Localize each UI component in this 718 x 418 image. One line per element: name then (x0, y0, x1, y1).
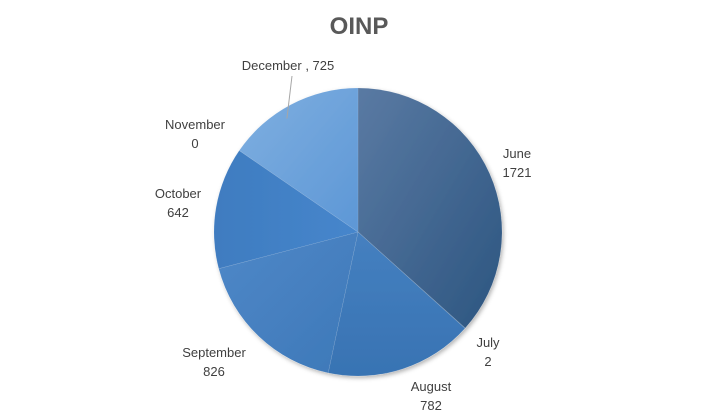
data-label-september: September 826 (182, 345, 246, 379)
leader-lines (286, 75, 293, 119)
data-label-july: July 2 (476, 335, 500, 369)
data-label-june: June 1721 (503, 146, 532, 180)
data-label-december: December , 725 (242, 58, 335, 73)
chart-title: OINP (330, 13, 389, 40)
pie-slice-june (357, 87, 503, 329)
pie-slice-october (213, 150, 359, 270)
data-label-october: October 642 (155, 186, 202, 220)
data-labels: June 1721 July 2 August 782 September 826 Octobe… (155, 58, 532, 413)
data-label-august: August 782 (411, 379, 452, 413)
pie-slice-december (238, 87, 359, 233)
pie-slices (213, 87, 503, 377)
pie-slice-september (218, 231, 359, 374)
leader-line-december (286, 75, 293, 119)
pie-slice-august (327, 231, 466, 377)
data-label-november: November 0 (165, 117, 226, 151)
